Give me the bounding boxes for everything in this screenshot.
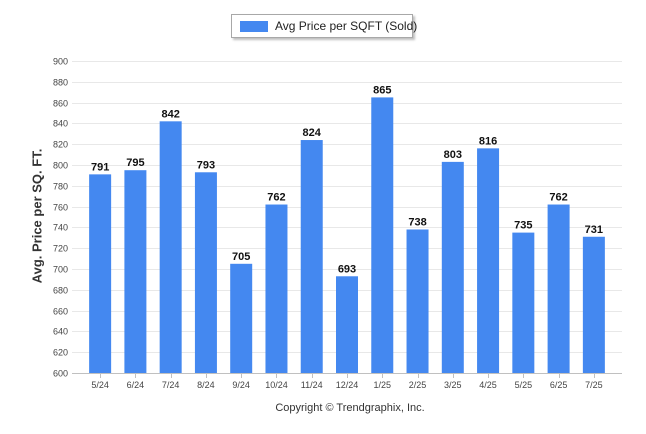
y-tick-label: 800: [53, 161, 68, 171]
bar-value-label: 803: [444, 149, 462, 161]
bar-value-label: 842: [161, 108, 179, 120]
bar: [89, 174, 112, 373]
y-tick-label: 620: [53, 348, 68, 358]
x-tick-label: 12/24: [336, 380, 359, 390]
x-tick-label: 3/25: [444, 380, 462, 390]
legend-swatch: [240, 21, 268, 32]
bar: [159, 121, 182, 373]
y-tick-label: 660: [53, 307, 68, 317]
bar-value-label: 816: [479, 135, 497, 147]
x-tick-label: 11/24: [301, 380, 323, 390]
x-tick-label: 10/24: [265, 380, 288, 390]
y-tick-label: 760: [53, 203, 68, 213]
bar: [441, 161, 464, 373]
x-tick-label: 2/25: [409, 380, 427, 390]
bar: [230, 263, 253, 373]
bar-value-label: 693: [338, 263, 356, 275]
x-tick-label: 7/24: [162, 380, 180, 390]
bar-value-label: 793: [197, 159, 215, 171]
bar: [371, 97, 394, 374]
x-tick-label: 6/25: [550, 380, 568, 390]
bar-value-label: 738: [408, 216, 426, 228]
bar: [582, 236, 605, 373]
bar: [547, 204, 570, 373]
bar-value-label: 762: [267, 192, 285, 204]
y-tick-label: 700: [53, 265, 68, 275]
bar: [194, 172, 217, 373]
x-tick-label: 9/24: [232, 380, 250, 390]
bar: [406, 229, 429, 373]
y-tick-label: 840: [53, 119, 68, 129]
bar: [124, 170, 147, 373]
x-tick-label: 7/25: [585, 380, 603, 390]
bar: [300, 140, 323, 373]
y-tick-label: 860: [53, 99, 68, 109]
bar-value-label: 791: [91, 161, 109, 173]
y-tick-label: 900: [53, 57, 68, 67]
bar-value-label: 735: [514, 220, 532, 232]
x-tick-label: 1/25: [374, 380, 392, 390]
bar-value-label: 762: [549, 192, 567, 204]
y-tick-label: 680: [53, 286, 68, 296]
y-tick-label: 640: [53, 327, 68, 337]
x-tick-label: 6/24: [127, 380, 145, 390]
bar-value-label: 795: [126, 157, 144, 169]
y-tick-label: 880: [53, 78, 68, 88]
bar: [512, 232, 535, 373]
bar-value-label: 824: [303, 127, 322, 139]
chart-legend: Avg Price per SQFT (Sold): [231, 14, 417, 38]
y-tick-label: 720: [53, 244, 68, 254]
y-tick-label: 820: [53, 140, 68, 150]
bar: [477, 148, 500, 373]
copyright-credit: Copyright © Trendgraphix, Inc.: [275, 402, 425, 414]
bar: [265, 204, 288, 373]
x-tick-label: 4/25: [479, 380, 497, 390]
x-tick-label: 5/24: [91, 380, 109, 390]
bar-value-label: 731: [585, 224, 603, 236]
y-tick-label: 780: [53, 182, 68, 192]
bar: [336, 276, 358, 373]
x-tick-label: 8/24: [197, 380, 215, 390]
bar-value-label: 865: [373, 84, 391, 96]
y-tick-label: 740: [53, 223, 68, 233]
y-tick-label: 600: [53, 369, 68, 379]
legend-label: Avg Price per SQFT (Sold): [275, 19, 418, 33]
bar-value-label: 705: [232, 251, 250, 263]
x-tick-label: 5/25: [515, 380, 533, 390]
